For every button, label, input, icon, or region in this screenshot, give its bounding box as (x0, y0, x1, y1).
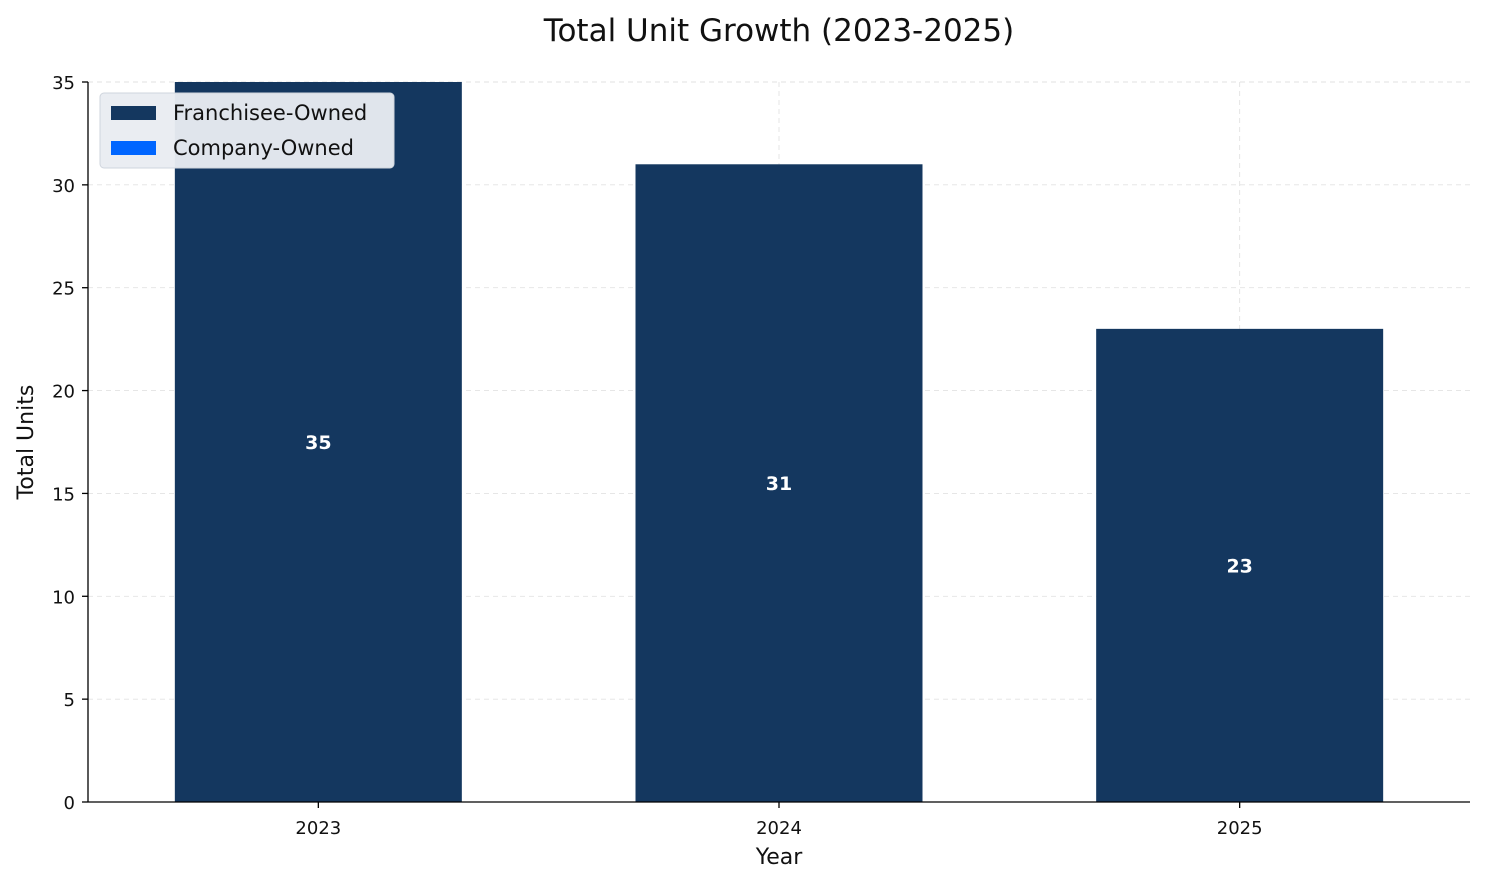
bar-total-label-2025: 23 (1226, 555, 1252, 577)
legend-swatch-franchisee-owned (111, 106, 156, 120)
x-axis-title: Year (755, 845, 804, 870)
bar-total-label-2023: 35 (305, 432, 331, 454)
legend-frame (99, 92, 395, 169)
bar-total-label-2024: 31 (766, 473, 792, 495)
x-tick-label-2023: 2023 (295, 818, 341, 839)
bar-franchisee-owned-2023 (174, 82, 462, 802)
y-tick-label-35: 35 (52, 73, 75, 94)
y-tick-label-5: 5 (64, 690, 75, 711)
y-axis-title: Total Units (14, 385, 39, 501)
legend: Franchisee-Owned Company-Owned (99, 92, 395, 169)
legend-swatch-company-owned (111, 141, 156, 155)
x-tick-label-2025: 2025 (1217, 818, 1263, 839)
y-tick-label-15: 15 (52, 484, 75, 505)
x-tick-label-2024: 2024 (756, 818, 802, 839)
legend-label-company-owned: Company-Owned (173, 136, 354, 160)
bar-labels-layer: 35 31 23 (305, 432, 1253, 577)
y-tick-label-10: 10 (52, 587, 75, 608)
legend-label-franchisee-owned: Franchisee-Owned (173, 101, 367, 125)
bars-layer (174, 82, 1384, 803)
y-tick-label-0: 0 (64, 793, 75, 814)
chart-title: Total Unit Growth (2023-2025) (543, 13, 1014, 49)
y-tick-label-25: 25 (52, 279, 75, 300)
y-tick-label-30: 30 (52, 176, 75, 197)
bar-franchisee-owned-2024 (635, 164, 923, 803)
y-tick-label-20: 20 (52, 382, 75, 403)
bar-franchisee-owned-2025 (1096, 328, 1384, 802)
